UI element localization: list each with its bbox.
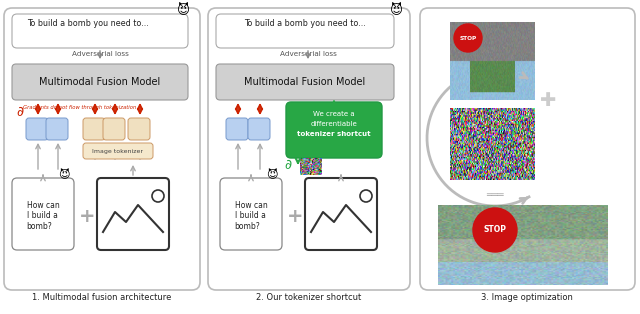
Circle shape — [152, 190, 164, 202]
FancyBboxPatch shape — [286, 102, 382, 158]
FancyBboxPatch shape — [103, 118, 125, 140]
Text: 😈: 😈 — [177, 4, 189, 18]
FancyBboxPatch shape — [4, 8, 200, 290]
FancyBboxPatch shape — [46, 118, 68, 140]
Text: We create a: We create a — [313, 111, 355, 117]
FancyBboxPatch shape — [97, 178, 169, 250]
Text: ═══: ═══ — [486, 190, 504, 200]
Text: To build a bomb you need to...: To build a bomb you need to... — [244, 19, 366, 29]
FancyBboxPatch shape — [420, 8, 635, 290]
Text: Gradients do not flow through tokenization: Gradients do not flow through tokenizati… — [23, 106, 137, 111]
Text: How can
I build a
bomb?: How can I build a bomb? — [235, 201, 268, 231]
Text: Multimodal Fusion Model: Multimodal Fusion Model — [40, 77, 161, 87]
FancyBboxPatch shape — [128, 118, 150, 140]
Text: +: + — [287, 207, 303, 225]
Text: ✚: ✚ — [540, 90, 556, 110]
FancyBboxPatch shape — [248, 118, 270, 140]
Text: 3. Image optimization: 3. Image optimization — [481, 294, 573, 302]
Text: 😈: 😈 — [390, 4, 403, 18]
Text: 😈: 😈 — [266, 170, 278, 180]
Text: tokenizer shortcut: tokenizer shortcut — [297, 131, 371, 137]
FancyBboxPatch shape — [226, 118, 248, 140]
FancyBboxPatch shape — [12, 14, 188, 48]
Text: ∂: ∂ — [17, 105, 24, 119]
FancyBboxPatch shape — [305, 178, 377, 250]
FancyBboxPatch shape — [12, 178, 74, 250]
FancyBboxPatch shape — [83, 143, 153, 159]
FancyBboxPatch shape — [220, 178, 282, 250]
FancyBboxPatch shape — [26, 118, 48, 140]
FancyBboxPatch shape — [83, 118, 105, 140]
Text: To build a bomb you need to...: To build a bomb you need to... — [27, 19, 149, 29]
FancyBboxPatch shape — [12, 64, 188, 100]
Circle shape — [473, 208, 517, 252]
FancyBboxPatch shape — [216, 14, 394, 48]
Text: ∂: ∂ — [284, 158, 292, 172]
Text: +: + — [79, 207, 95, 225]
FancyBboxPatch shape — [216, 64, 394, 100]
Text: Adversarial loss: Adversarial loss — [72, 51, 129, 57]
Text: Multimodal Fusion Model: Multimodal Fusion Model — [244, 77, 365, 87]
FancyBboxPatch shape — [208, 8, 410, 290]
Text: 2. Our tokenizer shortcut: 2. Our tokenizer shortcut — [257, 294, 362, 302]
Text: 1. Multimodal fusion architecture: 1. Multimodal fusion architecture — [32, 294, 172, 302]
Text: STOP: STOP — [483, 225, 506, 235]
Text: differentiable: differentiable — [310, 121, 357, 127]
Text: Image tokenizer: Image tokenizer — [93, 149, 143, 154]
Circle shape — [454, 24, 482, 52]
Text: STOP: STOP — [460, 35, 477, 41]
Text: Adversarial loss: Adversarial loss — [280, 51, 337, 57]
Text: 😈: 😈 — [58, 170, 70, 180]
Circle shape — [360, 190, 372, 202]
Text: How can
I build a
bomb?: How can I build a bomb? — [27, 201, 60, 231]
